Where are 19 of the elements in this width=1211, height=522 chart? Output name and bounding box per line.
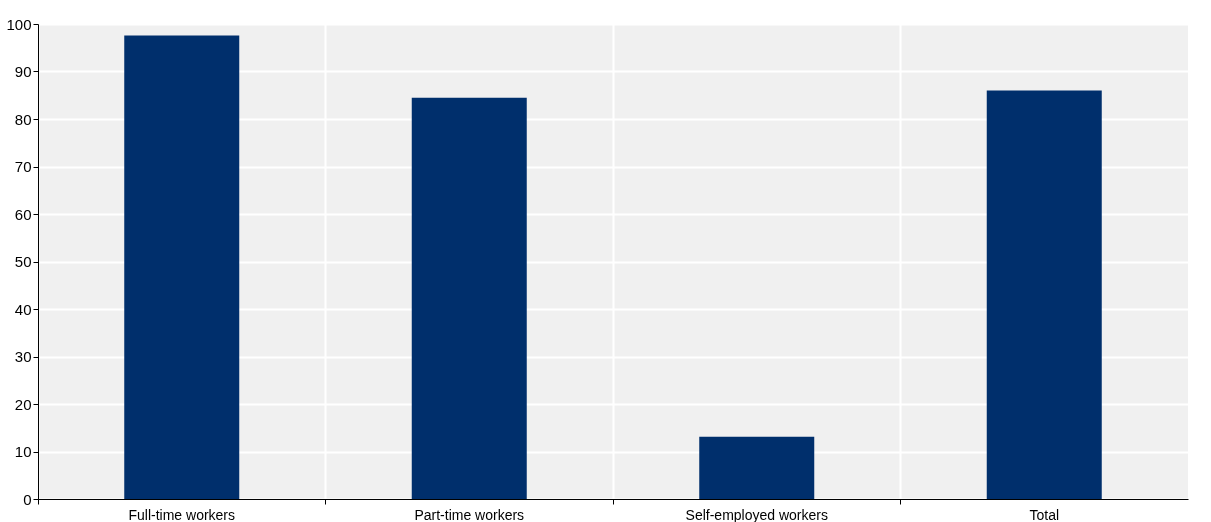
- x-tick-label: Total: [1029, 506, 1060, 522]
- y-tick-label: 50: [14, 253, 32, 270]
- y-tick-label: 20: [14, 395, 32, 413]
- y-tick-label: 90: [14, 63, 32, 80]
- bar: [411, 97, 527, 499]
- bar: [124, 35, 240, 499]
- y-tick-label: 70: [14, 158, 32, 175]
- x-tick-label: Part-time workers: [414, 506, 525, 522]
- x-tick-label: Full-time workers: [128, 506, 236, 522]
- y-tick-label: 40: [14, 300, 32, 318]
- bar: [699, 436, 815, 499]
- y-tick-label: 30: [14, 348, 32, 365]
- y-tick-label: 0: [23, 490, 32, 508]
- x-tick-label: Self-employed workers: [685, 506, 828, 522]
- y-tick-label: 80: [14, 110, 32, 128]
- bar: [986, 90, 1102, 499]
- y-tick-label: 10: [14, 443, 32, 460]
- y-tick-label: 60: [14, 205, 32, 223]
- y-tick-label: 100: [6, 15, 32, 33]
